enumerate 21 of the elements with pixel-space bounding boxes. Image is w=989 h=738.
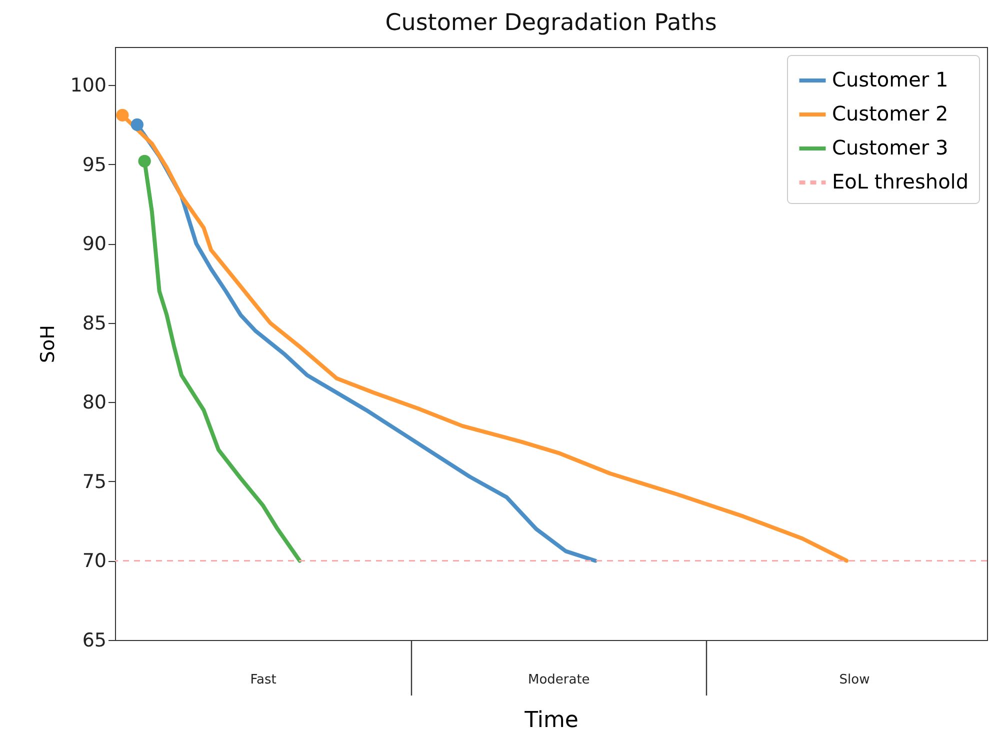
y-tick-label: 90: [82, 233, 106, 256]
y-tick-label: 75: [82, 470, 106, 493]
x-tick-label: Fast: [250, 672, 276, 688]
y-tick-label: 65: [82, 630, 106, 652]
legend-label: Customer 1: [832, 68, 948, 92]
y-tick-label: 70: [82, 550, 106, 572]
legend-label: EoL threshold: [832, 170, 969, 194]
point: [130, 118, 144, 132]
x-tick-label: Moderate: [528, 672, 590, 688]
legend-label: Customer 2: [832, 102, 948, 126]
x-axis-title: Time: [524, 708, 578, 734]
y-tick-label: 85: [82, 312, 106, 334]
y-tick-label: 95: [82, 154, 106, 176]
y-tick-label: 100: [70, 74, 106, 97]
point: [116, 108, 129, 122]
y-tick-label: 80: [82, 392, 106, 414]
x-tick-label: Slow: [839, 672, 870, 688]
point: [138, 154, 151, 168]
y-axis-title: SoH: [37, 325, 60, 363]
legend-label: Customer 3: [832, 136, 948, 160]
chart-title: Customer Degradation Paths: [385, 10, 717, 36]
